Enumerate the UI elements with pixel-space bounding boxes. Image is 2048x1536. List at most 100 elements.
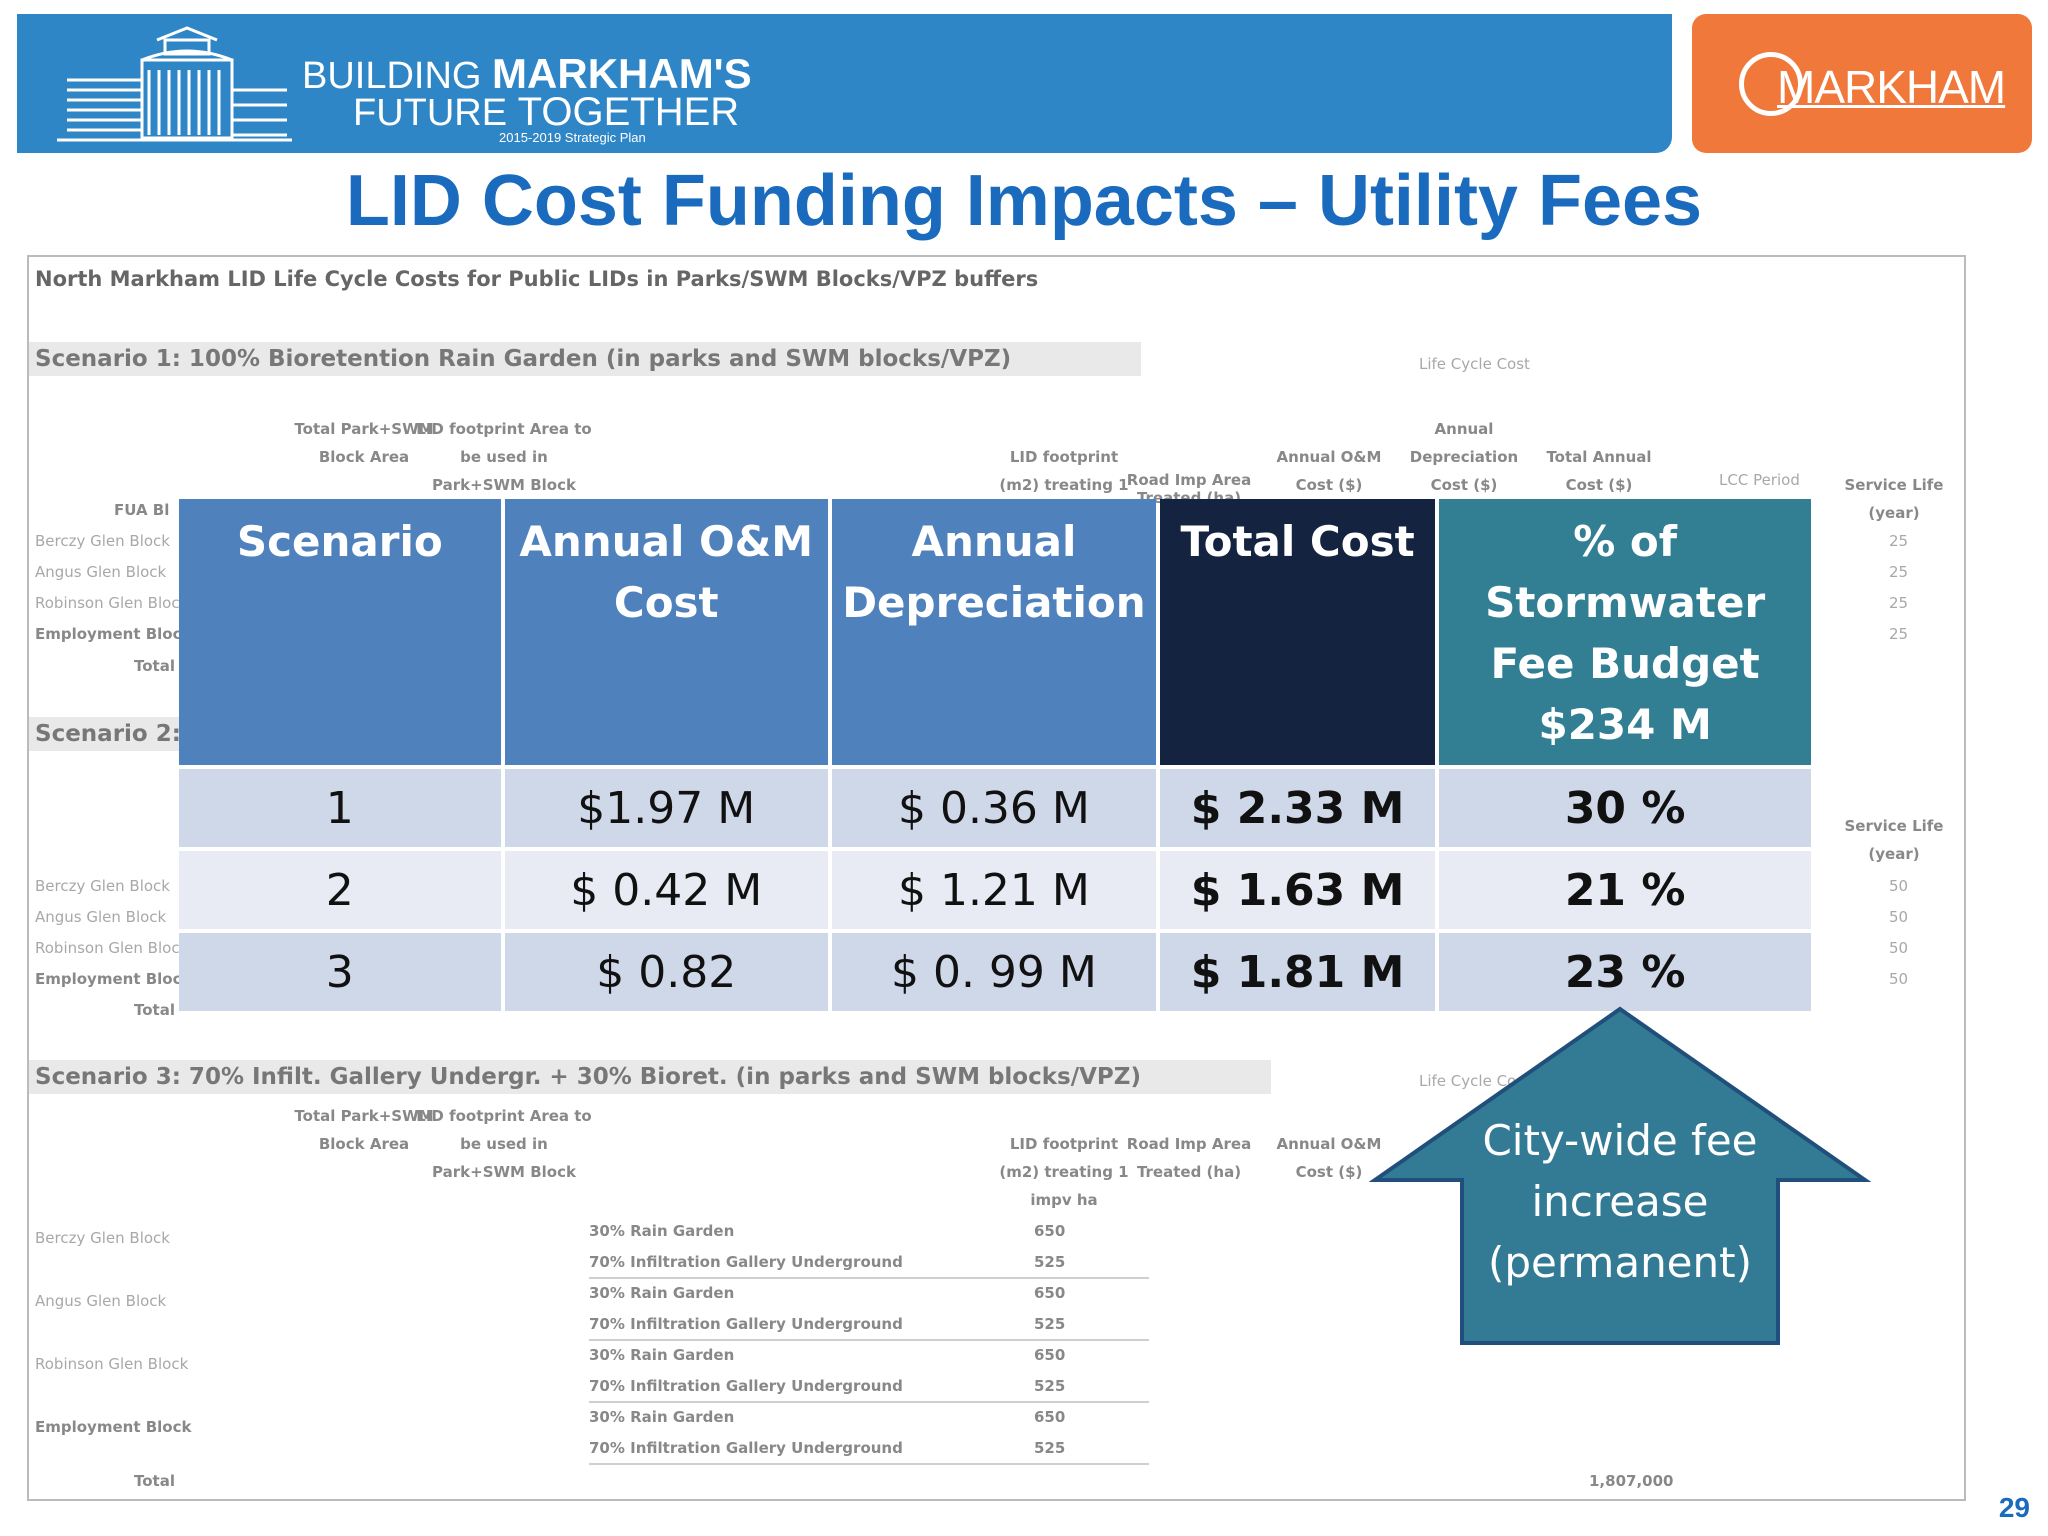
sheet-block-2: Angus Glen Block	[35, 563, 167, 581]
sheet-divider	[589, 1463, 1149, 1465]
cell-scenario: 2	[179, 851, 501, 929]
sheet-lid-type-3: 30% Rain Garden	[589, 1284, 735, 1302]
cell-scenario: 1	[179, 769, 501, 847]
logo-strategic-plan: 2015-2019 Strategic Plan	[499, 130, 646, 145]
sheet-s1-life-2: 25	[1889, 563, 1909, 581]
up-arrow-icon	[1368, 1006, 1872, 1345]
sheet-col-annual-om: Annual O&M Cost ($)	[1276, 448, 1382, 494]
header-banner: BUILDING MARKHAM'S FUTURE TOGETHER 2015-…	[17, 14, 1672, 153]
table-row: 2 $ 0.42 M $ 1.21 M $ 1.63 M 21 %	[179, 851, 1811, 929]
slide-title: LID Cost Funding Impacts – Utility Fees	[345, 161, 1703, 241]
markham-logo: MARKHAM	[1739, 52, 2006, 116]
sheet-col-lcc: LCC Period	[1719, 471, 1800, 489]
cell-total-cost: $ 1.81 M	[1159, 933, 1436, 1011]
sheet-col-total-annual: Total Annual Cost ($)	[1546, 448, 1652, 494]
sheet-col-lid-area: LID footprint Area to be used in Park+SW…	[416, 420, 592, 494]
sheet-s3-col-lid-area: LID footprint Area to be used in Park+SW…	[416, 1107, 592, 1181]
header-annual-depreciation: Annual Depreciation	[831, 499, 1156, 765]
sheet-col-total-park: Total Park+SWM Block Area	[294, 420, 434, 466]
sheet-s3-col-total-park: Total Park+SWM Block Area	[294, 1107, 434, 1153]
sheet-divider	[589, 1401, 1149, 1403]
sheet-lid-type-1: 30% Rain Garden	[589, 1222, 735, 1240]
sheet-s1-life-1: 25	[1889, 532, 1909, 550]
sheet-divider	[589, 1339, 1149, 1341]
sheet-s2-block-3: Robinson Glen Block	[35, 939, 189, 957]
sheet-block-1: Berczy Glen Block	[35, 532, 170, 550]
table-row: 3 $ 0.82 $ 0. 99 M $ 1.81 M 23 %	[179, 933, 1811, 1011]
sheet-heading: North Markham LID Life Cycle Costs for P…	[35, 267, 1039, 291]
sheet-s3-block-1: Berczy Glen Block	[35, 1229, 170, 1247]
sheet-s3-life-cycle: Life Cycle Cost	[1419, 1072, 1530, 1090]
sheet-s3-block-2: Angus Glen Block	[35, 1292, 167, 1310]
sheet-s2-service-life: Service Life (year)	[1844, 817, 1944, 863]
sheet-footprint-7: 650	[1034, 1408, 1066, 1426]
cost-summary-table: Scenario Annual O&M Cost Annual Deprecia…	[175, 495, 1815, 1015]
sheet-s3-col-road: Road Imp Area Treated (ha)	[1126, 1135, 1252, 1181]
sheet-s2-life-4: 50	[1889, 970, 1909, 988]
sheet-s3-block-4: Employment Block	[35, 1418, 192, 1436]
sheet-s2-life-1: 50	[1889, 877, 1909, 895]
sheet-s2-block-2: Angus Glen Block	[35, 908, 167, 926]
cell-annual-om: $ 0.82	[504, 933, 828, 1011]
sheet-s2-life-2: 50	[1889, 908, 1909, 926]
sheet-s2-life-3: 50	[1889, 939, 1909, 957]
sheet-divider	[589, 1277, 1149, 1279]
cell-scenario: 3	[179, 933, 501, 1011]
sheet-col-annual-dep: Annual Depreciation Cost ($)	[1409, 420, 1519, 494]
sheet-fua-block: FUA Bl	[114, 501, 170, 519]
sheet-s3-col-lid-footprint: LID footprint (m2) treating 1 impv ha	[999, 1135, 1129, 1209]
sheet-scenario-2: Scenario 2:	[29, 717, 201, 751]
callout-line-1: City-wide fee	[1482, 1116, 1758, 1165]
cell-annual-depreciation: $ 0. 99 M	[831, 933, 1156, 1011]
cell-pct-fee: 21 %	[1439, 851, 1811, 929]
sheet-total-2: Total	[134, 1001, 175, 1019]
callout-line-2: increase	[1531, 1177, 1709, 1226]
sheet-footprint-5: 650	[1034, 1346, 1066, 1364]
sheet-footprint-3: 650	[1034, 1284, 1066, 1302]
sheet-lid-type-7: 30% Rain Garden	[589, 1408, 735, 1426]
markham-m-icon	[1739, 52, 1803, 116]
city-logo-banner: MARKHAM	[1692, 14, 2032, 153]
header-total-cost: Total Cost	[1159, 499, 1436, 765]
sheet-footprint-4: 525	[1034, 1315, 1066, 1333]
sheet-life-cycle-cost: Life Cycle Cost	[1419, 355, 1530, 373]
cell-pct-fee: 30 %	[1439, 769, 1811, 847]
cell-total-cost: $ 1.63 M	[1159, 851, 1436, 929]
sheet-grand-total: 1,807,000	[1589, 1472, 1674, 1490]
sheet-scenario-3: Scenario 3: 70% Infilt. Gallery Undergr.…	[29, 1060, 1271, 1094]
sheet-total-1: Total	[134, 657, 175, 675]
sheet-s2-block-4: Employment Block	[35, 970, 192, 988]
table-header-row: Scenario Annual O&M Cost Annual Deprecia…	[179, 499, 1811, 765]
sheet-block-3: Robinson Glen Block	[35, 594, 189, 612]
cell-total-cost: $ 2.33 M	[1159, 769, 1436, 847]
header-annual-om: Annual O&M Cost	[504, 499, 828, 765]
sheet-lid-type-8: 70% Infiltration Gallery Underground	[589, 1439, 903, 1457]
table-row: 1 $1.97 M $ 0.36 M $ 2.33 M 30 %	[179, 769, 1811, 847]
sheet-footprint-1: 650	[1034, 1222, 1066, 1240]
sheet-footprint-6: 525	[1034, 1377, 1066, 1395]
cell-annual-om: $ 0.42 M	[504, 851, 828, 929]
sheet-s1-life-4: 25	[1889, 625, 1909, 643]
fee-increase-callout: City-wide fee increase (permanent)	[1440, 1110, 1800, 1293]
cell-annual-depreciation: $ 0.36 M	[831, 769, 1156, 847]
page-number: 29	[1998, 1492, 2030, 1523]
header-pct-fee-budget: % of Stormwater Fee Budget $234 M	[1439, 499, 1811, 765]
sheet-s3-col-om: Annual O&M Cost ($)	[1276, 1135, 1382, 1181]
logo-future-together: FUTURE TOGETHER	[353, 90, 740, 134]
callout-line-3: (permanent)	[1488, 1238, 1752, 1287]
sheet-block-4: Employment Block	[35, 625, 192, 643]
header-scenario: Scenario	[179, 499, 501, 765]
sheet-s2-block-1: Berczy Glen Block	[35, 877, 170, 895]
civic-centre-logo-icon	[57, 26, 292, 142]
cell-annual-depreciation: $ 1.21 M	[831, 851, 1156, 929]
sheet-col-service-life: Service Life (year)	[1844, 476, 1944, 522]
sheet-scenario-1: Scenario 1: 100% Bioretention Rain Garde…	[29, 342, 1141, 376]
logo-building-markhams: BUILDING MARKHAM'S	[302, 50, 752, 97]
sheet-footprint-2: 525	[1034, 1253, 1066, 1271]
cell-annual-om: $1.97 M	[504, 769, 828, 847]
cell-pct-fee: 23 %	[1439, 933, 1811, 1011]
sheet-s3-block-3: Robinson Glen Block	[35, 1355, 189, 1373]
sheet-lid-type-2: 70% Infiltration Gallery Underground	[589, 1253, 903, 1271]
sheet-lid-type-5: 30% Rain Garden	[589, 1346, 735, 1364]
sheet-s1-life-3: 25	[1889, 594, 1909, 612]
